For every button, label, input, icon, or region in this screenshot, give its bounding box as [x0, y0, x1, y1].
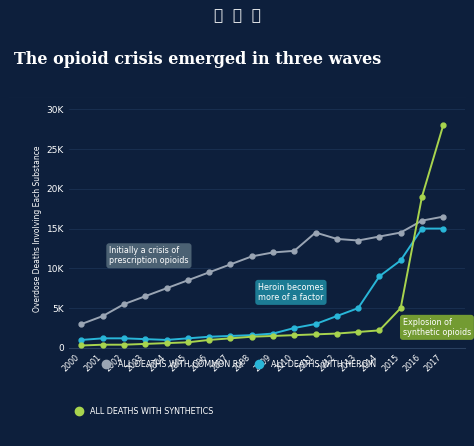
Text: Heroin becomes
more of a factor: Heroin becomes more of a factor: [258, 283, 324, 302]
Text: 💊  💉  🧪: 💊 💉 🧪: [214, 8, 260, 23]
Text: Explosion of
synthetic opioids: Explosion of synthetic opioids: [403, 318, 471, 337]
Y-axis label: Overdose Deaths Involving Each Substance: Overdose Deaths Involving Each Substance: [33, 145, 42, 312]
Text: The opioid crisis emerged in three waves: The opioid crisis emerged in three waves: [14, 51, 382, 68]
Legend: ALL DEATHS WITH SYNTHETICS: ALL DEATHS WITH SYNTHETICS: [68, 404, 217, 419]
Text: Initially a crisis of
prescription opioids: Initially a crisis of prescription opioi…: [109, 246, 189, 265]
